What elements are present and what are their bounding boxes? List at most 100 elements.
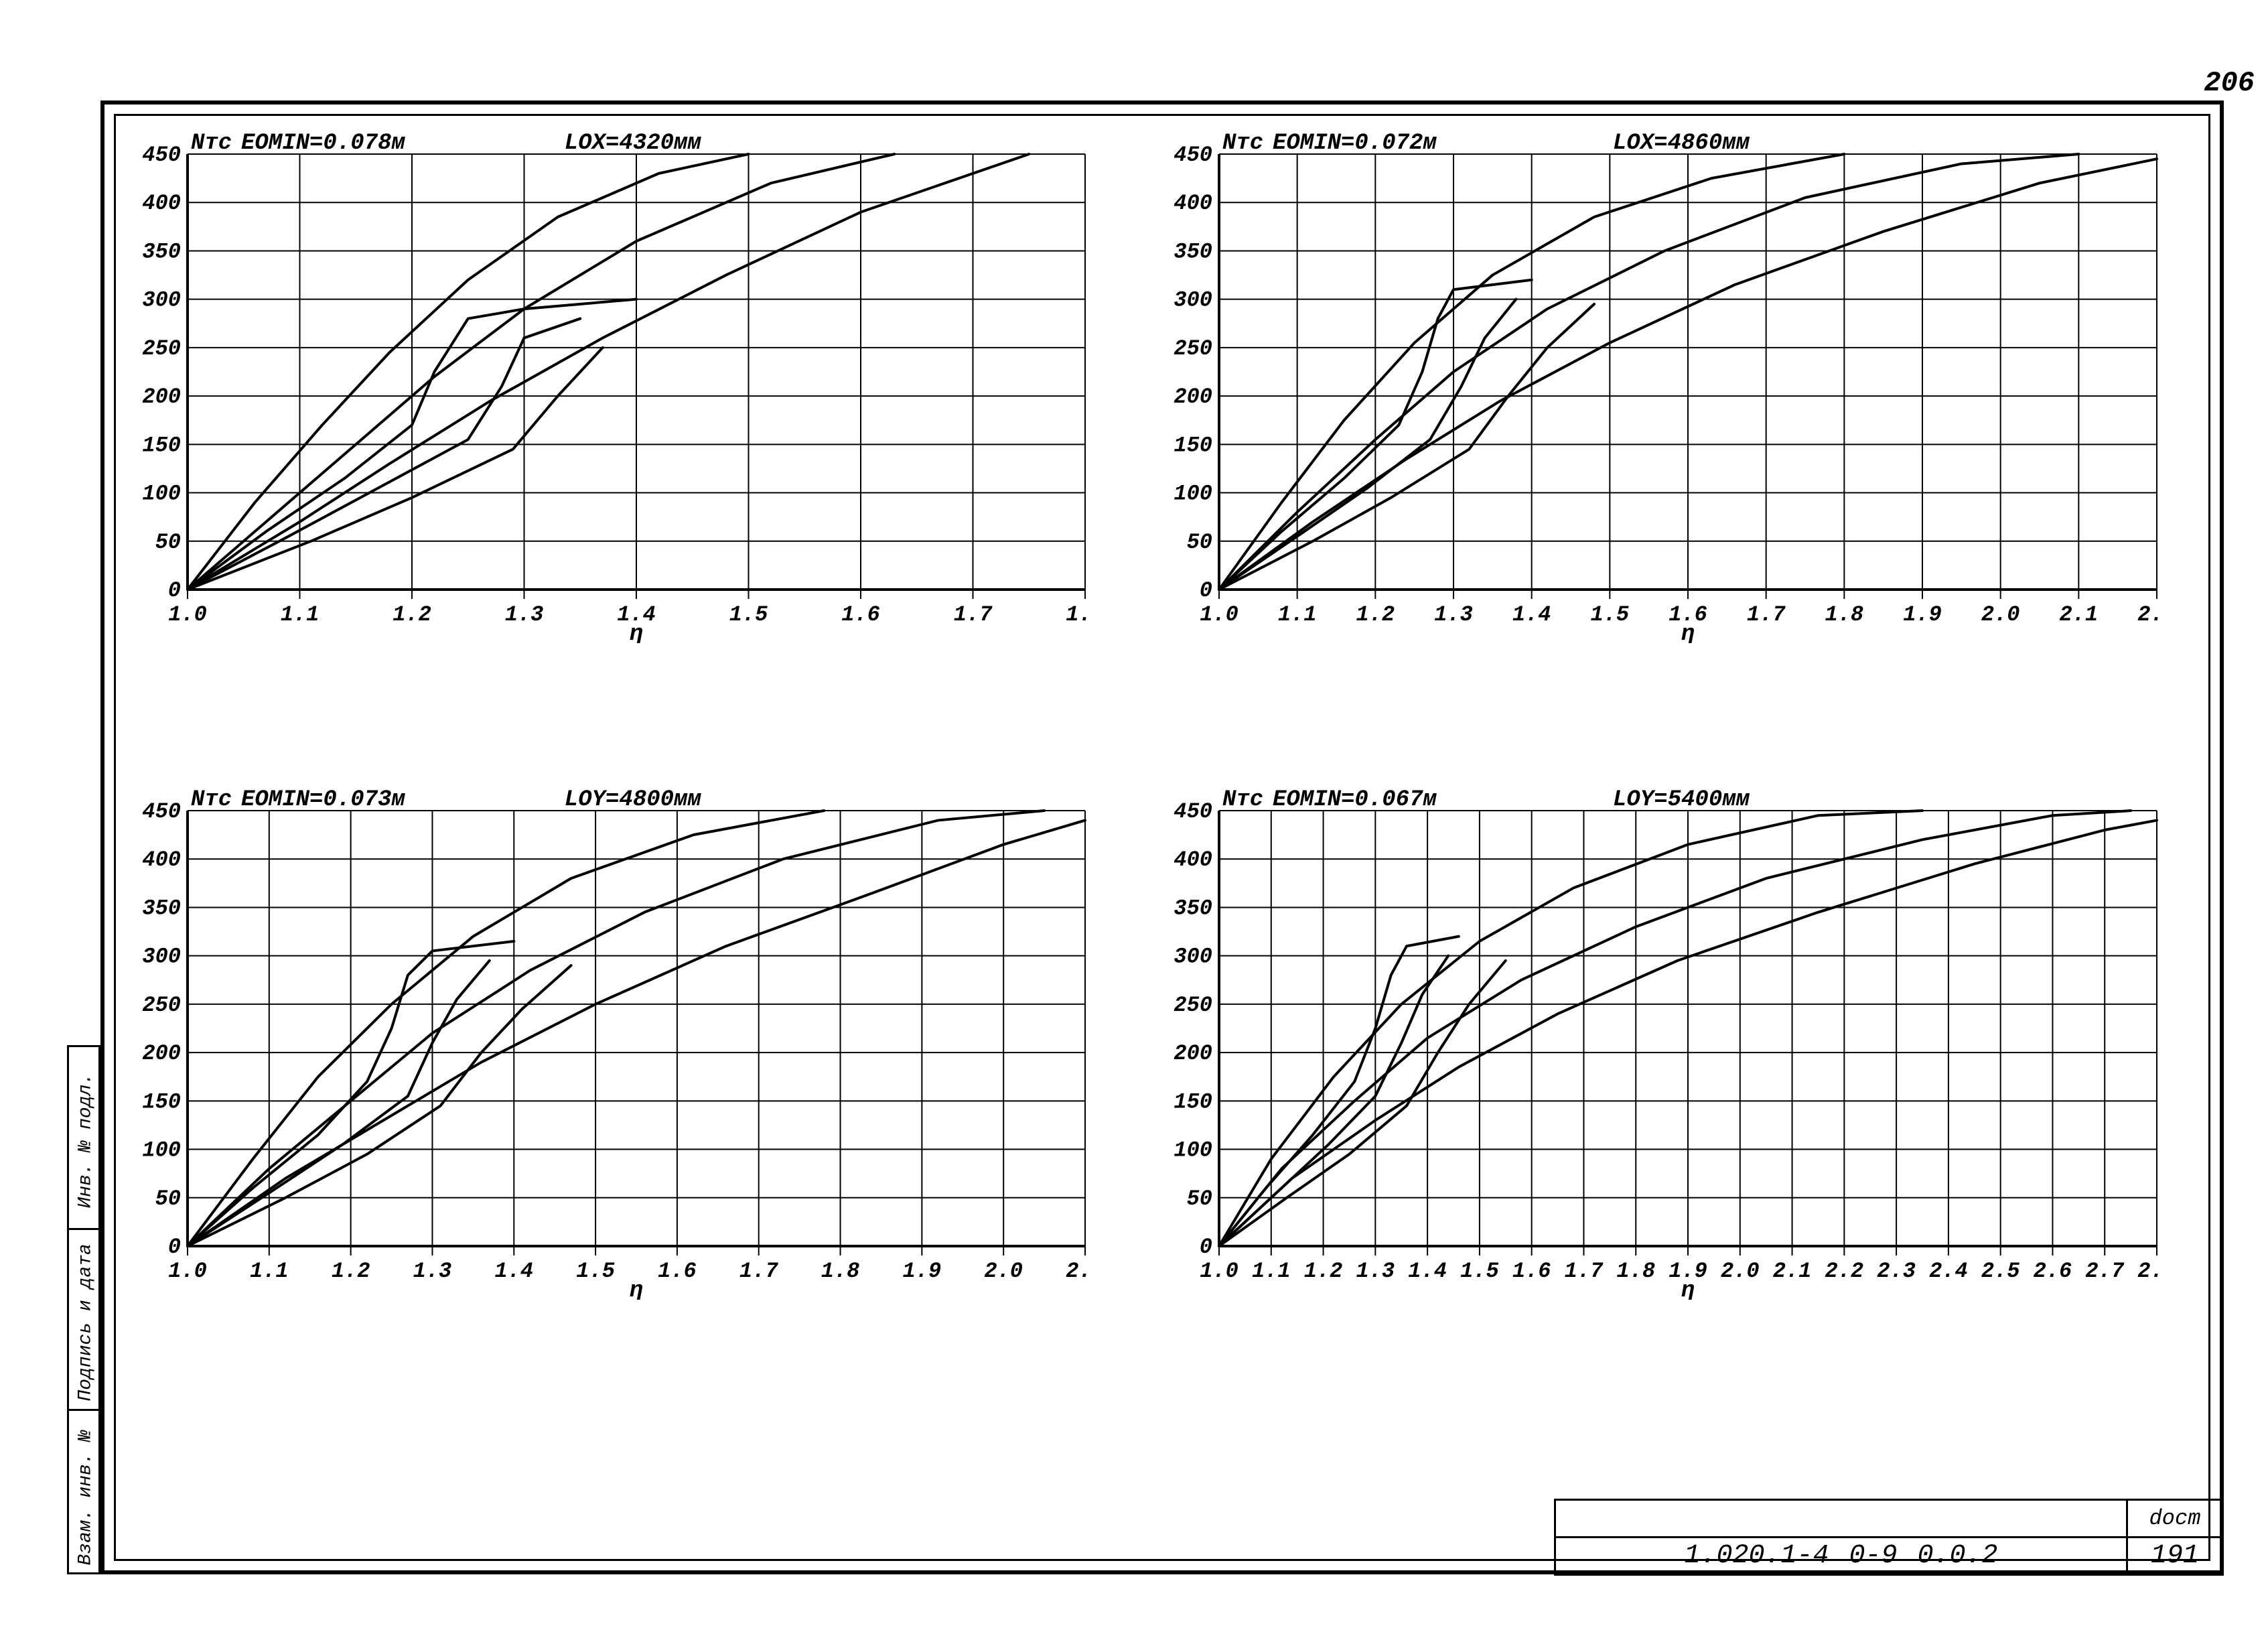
page-number-bottom: 191 [2128,1538,2222,1574]
chart-title-right: LOX=4320мм [565,131,701,156]
svg-text:2.0: 2.0 [1721,1259,1760,1284]
chart-title-right: LOX=4860мм [1613,131,1750,156]
svg-text:0: 0 [1200,1235,1212,1259]
svg-text:1.5: 1.5 [576,1259,615,1284]
svg-text:400: 400 [142,191,181,216]
svg-text:350: 350 [1174,896,1212,921]
svg-text:250: 250 [1174,993,1212,1018]
svg-text:2.0: 2.0 [984,1259,1023,1284]
svg-text:2.1: 2.1 [2060,602,2099,627]
svg-text:1.3: 1.3 [1434,602,1473,627]
svg-text:1.1: 1.1 [250,1259,289,1284]
svg-text:2.2: 2.2 [2137,602,2164,627]
chart-title-right: LOY=5400мм [1613,787,1750,813]
svg-text:300: 300 [142,945,181,969]
svg-text:1.8: 1.8 [1825,602,1864,627]
svg-text:1.6: 1.6 [841,602,880,627]
chart-title-right: LOY=4800мм [565,787,701,813]
svg-text:1.3: 1.3 [1356,1259,1395,1284]
svg-text:2.1: 2.1 [1066,1259,1092,1284]
svg-text:450: 450 [1174,799,1212,824]
svg-text:100: 100 [1174,482,1212,506]
doc-code-mid: 0-9 [1849,1541,1898,1571]
svg-text:2.6: 2.6 [2034,1259,2072,1284]
svg-text:η: η [1681,622,1695,643]
svg-text:1.2: 1.2 [393,602,431,627]
svg-text:0: 0 [1200,578,1212,603]
svg-text:350: 350 [142,896,181,921]
svg-text:100: 100 [142,482,181,506]
svg-text:1.7: 1.7 [739,1259,778,1284]
side-label-2: Взам. инв. № [76,1425,96,1566]
svg-text:300: 300 [1174,288,1212,313]
side-label-1: Подпись и дата [76,1241,96,1402]
svg-text:1.8: 1.8 [821,1259,860,1284]
svg-text:50: 50 [155,1186,181,1211]
side-revision-block: Инв. № подл. Подпись и дата Взам. инв. № [67,1045,100,1574]
y-axis-label: Nтс [1222,131,1263,156]
svg-text:2.1: 2.1 [1773,1259,1812,1284]
svg-text:1.1: 1.1 [281,602,320,627]
chart-top-right: 1.01.11.21.31.41.51.61.71.81.92.02.12.20… [1172,134,2164,643]
doc-code-right: 0.0.2 [1918,1541,1998,1571]
svg-text:400: 400 [1174,847,1212,872]
svg-text:1.7: 1.7 [1747,602,1786,627]
chart-title-left: EOMIN=0.072м [1273,131,1437,156]
y-axis-label: Nтс [191,787,232,813]
svg-text:1.5: 1.5 [1460,1259,1499,1284]
svg-text:150: 150 [1174,433,1212,458]
svg-text:1.9: 1.9 [903,1259,942,1284]
svg-text:1.2: 1.2 [332,1259,370,1284]
svg-text:1.7: 1.7 [954,602,993,627]
svg-text:0: 0 [168,1235,181,1259]
svg-text:50: 50 [1187,1186,1212,1211]
svg-text:50: 50 [1187,530,1212,555]
svg-text:1.0: 1.0 [168,602,207,627]
page-number-top: 206 [2204,67,2255,99]
footer-right-label: docm [2128,1501,2222,1536]
svg-text:1.8: 1.8 [1616,1259,1655,1284]
svg-text:450: 450 [142,799,181,824]
svg-text:η: η [630,622,643,643]
page-root: 206 Инв. № подл. Подпись и дата Взам. ин… [0,0,2268,1636]
svg-text:1.5: 1.5 [1591,602,1630,627]
chart-top-left: 1.01.11.21.31.41.51.61.71.80501001502002… [141,134,1092,643]
svg-text:150: 150 [142,433,181,458]
svg-text:1.3: 1.3 [505,602,544,627]
svg-text:1.3: 1.3 [413,1259,452,1284]
chart-title-left: EOMIN=0.073м [241,787,405,813]
chart-title-left: EOMIN=0.078м [241,131,405,156]
svg-text:1.0: 1.0 [1200,602,1238,627]
svg-text:2.2: 2.2 [1825,1259,1864,1284]
svg-text:300: 300 [1174,945,1212,969]
svg-text:450: 450 [1174,143,1212,167]
title-block: docm 1.020.1-4 0-9 0.0.2 191 [1554,1499,2224,1576]
svg-text:1.6: 1.6 [1512,1259,1551,1284]
svg-text:1.0: 1.0 [168,1259,207,1284]
svg-text:1.7: 1.7 [1565,1259,1604,1284]
svg-text:400: 400 [142,847,181,872]
chart-bottom-right: 1.01.11.21.31.41.51.61.71.81.92.02.12.22… [1172,791,2164,1300]
svg-text:200: 200 [142,385,181,409]
svg-text:400: 400 [1174,191,1212,216]
svg-text:350: 350 [1174,239,1212,264]
svg-text:2.3: 2.3 [1877,1259,1916,1284]
svg-text:2.5: 2.5 [1981,1259,2020,1284]
svg-text:1.2: 1.2 [1304,1259,1343,1284]
svg-text:200: 200 [1174,1041,1212,1066]
chart-title-left: EOMIN=0.067м [1273,787,1437,813]
svg-text:1.0: 1.0 [1200,1259,1238,1284]
svg-text:200: 200 [142,1041,181,1066]
svg-text:η: η [630,1278,643,1300]
svg-text:150: 150 [142,1089,181,1114]
svg-text:100: 100 [1174,1138,1212,1163]
svg-text:1.6: 1.6 [658,1259,697,1284]
svg-text:350: 350 [142,239,181,264]
svg-text:η: η [1681,1278,1695,1300]
y-axis-label: Nтс [1222,787,1263,813]
svg-text:1.9: 1.9 [1903,602,1942,627]
svg-text:2.7: 2.7 [2085,1259,2124,1284]
svg-text:2.4: 2.4 [1929,1259,1968,1284]
svg-text:1.8: 1.8 [1066,602,1092,627]
svg-text:0: 0 [168,578,181,603]
